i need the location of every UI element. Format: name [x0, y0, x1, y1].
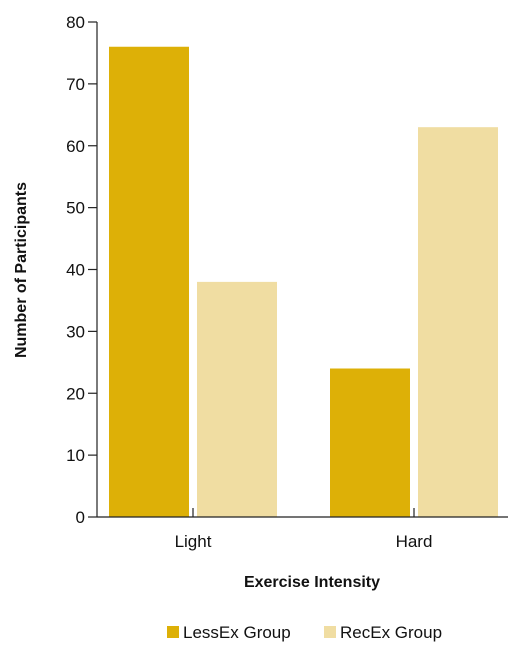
legend-label: LessEx Group	[183, 623, 291, 642]
y-tick-label: 50	[66, 199, 85, 218]
y-axis-title: Number of Participants	[13, 182, 30, 358]
legend-label: RecEx Group	[340, 623, 442, 642]
bars	[109, 46, 498, 517]
x-tick-label: Hard	[396, 532, 433, 551]
y-tick-label: 70	[66, 75, 85, 94]
bar-recex-group-hard	[418, 127, 498, 517]
x-tick-label: Light	[175, 532, 212, 551]
y-tick-label: 20	[66, 384, 85, 403]
bar-recex-group-light	[197, 281, 277, 517]
x-axis-ticks: Light Hard	[175, 508, 433, 551]
y-tick-label: 60	[66, 137, 85, 156]
y-tick-label: 10	[66, 446, 85, 465]
bar-lessex-group-light	[109, 46, 189, 517]
y-tick-label: 30	[66, 322, 85, 341]
legend-swatch	[167, 626, 179, 638]
legend: LessEx Group RecEx Group	[167, 623, 442, 642]
bar-lessex-group-hard	[330, 368, 410, 517]
x-axis-title: Exercise Intensity	[244, 574, 380, 591]
y-tick-label: 80	[66, 13, 85, 32]
y-tick-label: 0	[76, 508, 85, 527]
y-tick-label: 40	[66, 261, 85, 280]
y-axis-ticks: 0 10 20 30 40 50 60 70 80	[66, 13, 97, 527]
legend-swatch	[324, 626, 336, 638]
